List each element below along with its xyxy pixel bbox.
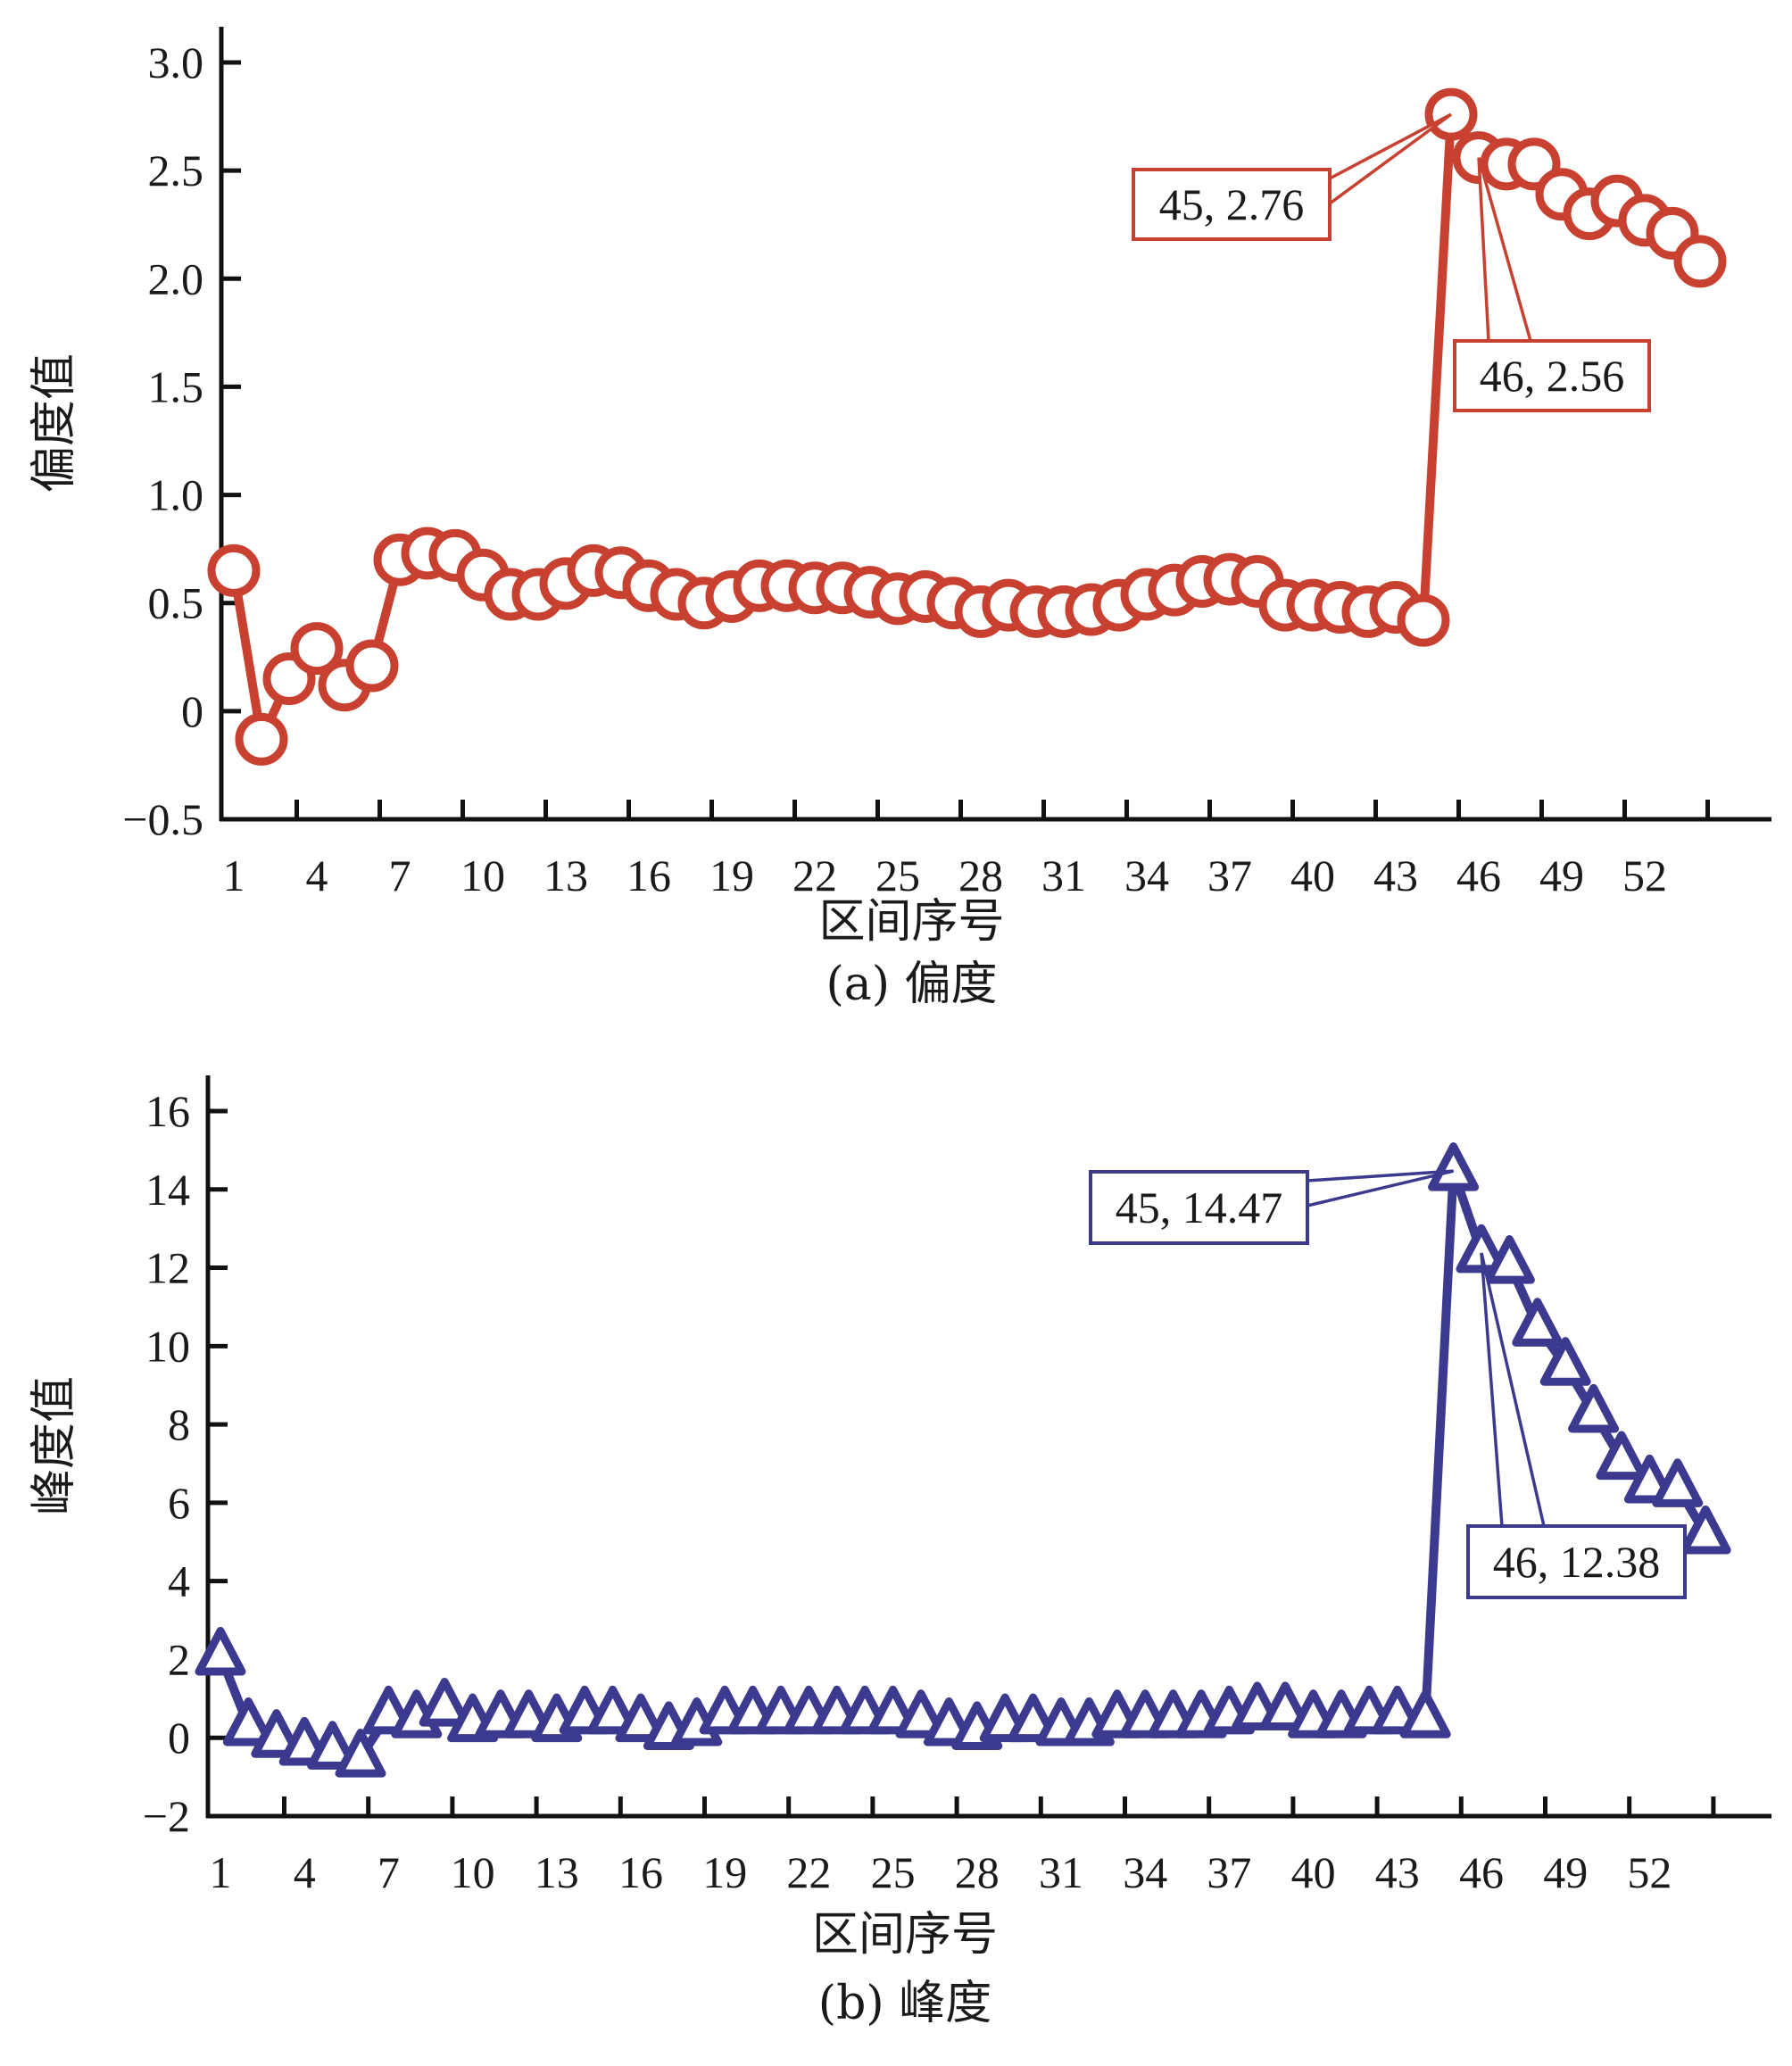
x-tick-label: 19 [709,850,754,900]
annotation-box [1132,168,1332,241]
figure-caption: (a) 偏度 [825,958,997,1011]
x-axis-title: 区间序号 [818,895,1004,949]
annotation-label: 46, 12.38 [1493,1537,1661,1587]
chart-skewness: −0.5 0 0.5 1.0 1.5 2.0 2.5 3.0 1 4 7 10 13 16 19 22 25 28… [28,27,1771,1011]
x-tick-label: 31 [1041,850,1086,900]
x-tick-label: 46 [1456,850,1501,900]
y-tick-label: 6 [168,1478,190,1528]
y-tick-label: 16 [145,1086,190,1136]
x-tick-label: 19 [702,1847,747,1897]
x-tick-label: 34 [1123,1847,1167,1897]
annotation-box [1466,1524,1687,1599]
x-tick-label: 13 [535,1847,579,1897]
data-point [1652,1458,1704,1507]
x-tick-label: 43 [1375,1847,1420,1897]
y-tick-label: 8 [168,1399,190,1449]
data-point [587,1685,639,1735]
annotation-pointer [1328,112,1453,207]
annotation-box [1453,339,1651,412]
data-point [195,1626,246,1676]
y-tick-label: 0 [181,686,203,736]
data-point [615,1693,667,1743]
y-tick-label: 10 [145,1321,190,1371]
data-point [290,622,344,676]
x-tick-label: 10 [460,850,505,900]
annotation-label: 45, 14.47 [1116,1182,1283,1232]
data-point [1680,1505,1731,1555]
y-tick-label: 2.5 [148,145,204,195]
y-axis-title: 偏度值 [28,353,81,493]
data-point [419,1678,470,1727]
data-point [307,1721,359,1770]
x-tick-label: 43 [1373,850,1418,900]
figure-caption: (b) 峰度 [818,1977,991,2030]
x-tick-label: 13 [543,850,588,900]
x-tick-label: 16 [626,850,671,900]
x-tick-label: 40 [1290,850,1335,900]
x-tick-label: 28 [958,850,1003,900]
x-tick-label: 10 [451,1847,495,1897]
data-point [1596,1431,1647,1481]
y-tick-label: 2 [168,1634,190,1684]
x-tick-label: 25 [875,850,920,900]
annotation-label: 46, 2.56 [1480,351,1625,401]
x-tick-label: 49 [1543,1847,1588,1897]
x-tick-label: 7 [389,850,411,900]
x-tick-label: 1 [223,850,245,900]
x-tick-label: 37 [1207,850,1252,900]
data-point [1568,1383,1620,1433]
y-tick-label: 2.0 [148,253,204,303]
y-tick-label: 1.5 [148,361,204,411]
data-point [345,639,399,693]
y-tick-label: 3.0 [148,37,204,87]
x-tick-label: 28 [955,1847,1000,1897]
x-tick-label: 22 [786,1847,831,1897]
data-point [1483,1235,1535,1284]
data-point [1259,1681,1311,1730]
y-tick-label: 0.5 [148,578,204,628]
x-tick-label: 4 [306,850,328,900]
data-point [251,1709,303,1758]
y-tick-label: 4 [168,1556,190,1606]
data-point [1397,593,1450,647]
data-point [222,1697,274,1747]
x-tick-label: 49 [1539,850,1584,900]
x-tick-label: 7 [377,1847,400,1897]
y-axis-title: 峰度值 [28,1376,81,1515]
data-point [1428,1142,1480,1191]
data-point [1673,235,1727,288]
x-tick-label: 52 [1627,1847,1672,1897]
x-tick-label: 52 [1622,850,1667,900]
x-axis-title: 区间序号 [812,1908,998,1962]
data-point [1399,1689,1451,1738]
data-point [1539,1337,1591,1386]
x-tick-label: 22 [792,850,837,900]
x-tick-label: 34 [1124,850,1169,900]
annotation-label: 45, 2.76 [1159,179,1305,229]
data-point [895,1689,947,1738]
x-tick-label: 1 [210,1847,232,1897]
x-tick-label: 16 [618,1847,663,1897]
data-point [335,1729,386,1778]
x-tick-label: 37 [1207,1847,1251,1897]
annotation-box [1089,1170,1309,1245]
y-tick-label: −0.5 [122,794,203,844]
data-point [235,712,288,766]
annotation-pointer [1480,1252,1547,1528]
x-tick-label: 46 [1459,1847,1504,1897]
x-tick-label: 4 [294,1847,316,1897]
x-tick-label: 31 [1039,1847,1083,1897]
y-tick-label: 1.0 [148,470,204,520]
data-point [1512,1298,1564,1347]
y-tick-label: 14 [145,1165,190,1215]
y-tick-label: 12 [145,1243,190,1293]
y-tick-label: 0 [168,1713,190,1763]
y-tick-label: −2 [143,1791,190,1841]
data-point [207,543,261,597]
x-tick-label: 25 [871,1847,916,1897]
x-tick-label: 40 [1291,1847,1336,1897]
